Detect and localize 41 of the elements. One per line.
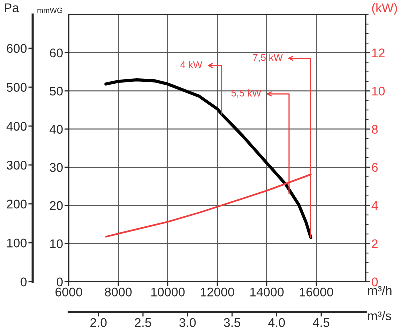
- y-tick-label: 60: [50, 48, 63, 58]
- x-tick-label: 12000: [201, 288, 234, 297]
- x2-tick-label: 3.5: [224, 318, 240, 328]
- y3-tick-label: 600: [7, 44, 27, 54]
- y2-tick-label: 12: [372, 48, 385, 58]
- y2-tick-label: 4: [372, 202, 378, 210]
- y-tick-label: 20: [50, 201, 63, 210]
- x2-tick-label: 2.5: [135, 318, 152, 328]
- line-series: [104, 78, 313, 240]
- x-axis-title: m³/h: [368, 286, 392, 296]
- y3-tick-label: 300: [6, 161, 27, 170]
- x2-axis-title: m³/s: [368, 311, 392, 321]
- x-tick-label: 8000: [105, 288, 132, 297]
- y3-tick-label: 200: [7, 200, 27, 209]
- annotation: 5,5 kW: [232, 90, 262, 98]
- x-tick-label: 16000: [300, 288, 334, 297]
- x-tick-label: 14000: [250, 288, 284, 297]
- x2-tick-label: 3.0: [180, 318, 196, 328]
- y-tick-label: 40: [50, 125, 63, 134]
- x-tick-label: 6000: [56, 288, 82, 297]
- y2-axis-title: (kW): [372, 3, 398, 15]
- y2-tick-label: 8: [372, 125, 378, 134]
- y-tick-label: 0: [56, 278, 63, 287]
- x2-tick-label: 4.0: [268, 318, 286, 328]
- y3-tick-label: 500: [6, 83, 27, 92]
- x-tick-label: 10000: [152, 288, 185, 297]
- annotation: 4 kW: [180, 61, 202, 68]
- y3-tick-label: 100: [7, 238, 27, 248]
- x2-tick-label: 4.5: [313, 318, 330, 328]
- y-tick-label: 50: [50, 86, 63, 96]
- y2-tick-label: 10: [372, 86, 385, 96]
- y-tick-label: 10: [50, 240, 63, 248]
- y2-tick-label: 0: [372, 278, 378, 287]
- y2-tick-label: 2: [372, 240, 378, 248]
- y3-tick-label: 400: [6, 122, 27, 131]
- y3-tick-label: 0: [20, 278, 27, 287]
- x2-tick-label: 2.0: [90, 318, 107, 328]
- y3-axis-title: Pa: [5, 4, 20, 12]
- y2-tick-label: 6: [372, 163, 378, 172]
- y-tick-label: 30: [50, 163, 63, 172]
- annotation: 7,5 kW: [253, 54, 283, 62]
